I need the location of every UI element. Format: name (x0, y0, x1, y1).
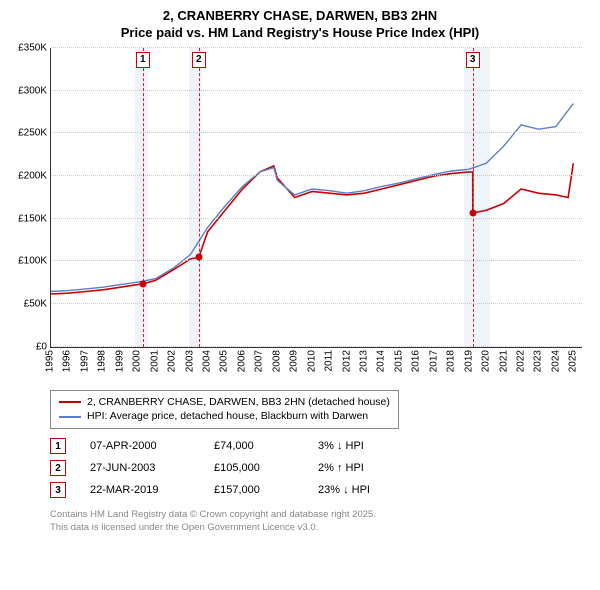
x-tick-label: 2016 (411, 350, 422, 372)
legend-swatch (59, 401, 81, 403)
gridline (51, 47, 582, 48)
tx-date: 27-JUN-2003 (90, 462, 190, 474)
x-tick-label: 2000 (132, 350, 143, 372)
y-tick-label: £250K (18, 128, 51, 139)
highlight-band (135, 48, 149, 347)
tx-price: £157,000 (214, 484, 294, 496)
chart-container: 2, CRANBERRY CHASE, DARWEN, BB3 2HN Pric… (0, 0, 600, 590)
y-tick-label: £300K (18, 85, 51, 96)
x-tick-label: 1998 (97, 350, 108, 372)
sale-marker-dot (139, 280, 146, 287)
tx-price: £105,000 (214, 462, 294, 474)
y-tick-label: £150K (18, 213, 51, 224)
x-tick-label: 2007 (254, 350, 265, 372)
x-tick-label: 2015 (393, 350, 404, 372)
sale-marker-line (473, 48, 474, 347)
tx-index: 1 (50, 438, 66, 454)
transactions-table: 1 07-APR-2000 £74,000 3% ↓ HPI 2 27-JUN-2003 £… (50, 435, 580, 501)
transaction-row: 3 22-MAR-2019 £157,000 23% ↓ HPI (50, 479, 580, 501)
series-price_paid (51, 163, 573, 294)
x-tick-label: 2017 (428, 350, 439, 372)
x-tick-label: 2010 (306, 350, 317, 372)
x-tick-label: 2014 (376, 350, 387, 372)
x-tick-label: 2001 (149, 350, 160, 372)
x-tick-label: 2025 (568, 350, 579, 372)
gridline (51, 90, 582, 91)
series-canvas (51, 48, 582, 347)
x-tick-label: 2008 (271, 350, 282, 372)
x-tick-label: 1996 (62, 350, 73, 372)
sale-marker-label: 1 (136, 52, 150, 68)
tx-delta: 2% ↑ HPI (318, 462, 408, 474)
legend-label: 2, CRANBERRY CHASE, DARWEN, BB3 2HN (det… (87, 395, 390, 410)
footer-line-1: Contains HM Land Registry data © Crown c… (50, 509, 580, 521)
x-tick-label: 2006 (236, 350, 247, 372)
legend-swatch (59, 416, 81, 418)
legend-item-price-paid: 2, CRANBERRY CHASE, DARWEN, BB3 2HN (det… (59, 395, 390, 410)
tx-price: £74,000 (214, 440, 294, 452)
x-tick-label: 2004 (201, 350, 212, 372)
x-tick-label: 1995 (45, 350, 56, 372)
x-tick-label: 2019 (463, 350, 474, 372)
sale-marker-line (199, 48, 200, 347)
gridline (51, 218, 582, 219)
x-tick-label: 1997 (79, 350, 90, 372)
title-line-2: Price paid vs. HM Land Registry's House … (10, 25, 590, 42)
gridline (51, 132, 582, 133)
tx-delta: 3% ↓ HPI (318, 440, 408, 452)
x-tick-label: 1999 (114, 350, 125, 372)
highlight-band (464, 48, 490, 347)
gridline (51, 303, 582, 304)
x-tick-label: 2011 (324, 350, 335, 372)
tx-date: 07-APR-2000 (90, 440, 190, 452)
x-tick-label: 2020 (481, 350, 492, 372)
gridline (51, 346, 582, 347)
sale-marker-dot (195, 254, 202, 261)
x-tick-label: 2005 (219, 350, 230, 372)
tx-index: 3 (50, 482, 66, 498)
legend-item-hpi: HPI: Average price, detached house, Blac… (59, 409, 390, 424)
highlight-band (189, 48, 203, 347)
x-tick-label: 2021 (498, 350, 509, 372)
sale-marker-label: 2 (192, 52, 206, 68)
x-tick-label: 2009 (289, 350, 300, 372)
x-tick-label: 2012 (341, 350, 352, 372)
footer-line-2: This data is licensed under the Open Gov… (50, 522, 580, 534)
sale-marker-line (143, 48, 144, 347)
transaction-row: 1 07-APR-2000 £74,000 3% ↓ HPI (50, 435, 580, 457)
sale-marker-dot (469, 209, 476, 216)
y-tick-label: £50K (24, 299, 51, 310)
x-axis-ticks: 1995199619971998199920002001200220032004… (50, 348, 582, 388)
x-tick-label: 2022 (515, 350, 526, 372)
legend-label: HPI: Average price, detached house, Blac… (87, 409, 368, 424)
x-tick-label: 2023 (533, 350, 544, 372)
y-tick-label: £100K (18, 256, 51, 267)
x-tick-label: 2018 (446, 350, 457, 372)
tx-delta: 23% ↓ HPI (318, 484, 408, 496)
title-line-1: 2, CRANBERRY CHASE, DARWEN, BB3 2HN (10, 8, 590, 25)
tx-date: 22-MAR-2019 (90, 484, 190, 496)
x-tick-label: 2002 (167, 350, 178, 372)
x-tick-label: 2024 (550, 350, 561, 372)
gridline (51, 175, 582, 176)
legend: 2, CRANBERRY CHASE, DARWEN, BB3 2HN (det… (50, 390, 399, 429)
sale-marker-label: 3 (466, 52, 480, 68)
x-tick-label: 2013 (358, 350, 369, 372)
gridline (51, 260, 582, 261)
y-tick-label: £200K (18, 170, 51, 181)
transaction-row: 2 27-JUN-2003 £105,000 2% ↑ HPI (50, 457, 580, 479)
y-tick-label: £350K (18, 42, 51, 53)
x-tick-label: 2003 (184, 350, 195, 372)
tx-index: 2 (50, 460, 66, 476)
footer: Contains HM Land Registry data © Crown c… (50, 509, 580, 534)
title-block: 2, CRANBERRY CHASE, DARWEN, BB3 2HN Pric… (10, 8, 590, 42)
plot-area: £0£50K£100K£150K£200K£250K£300K£350K123 (50, 48, 582, 348)
